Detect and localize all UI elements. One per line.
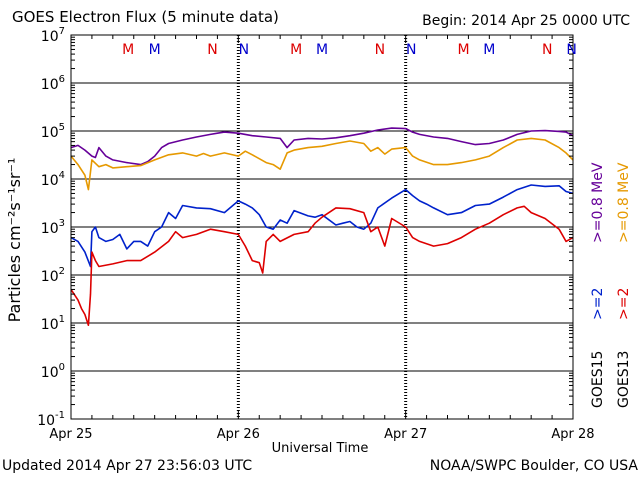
y-tick-label: 102: [41, 266, 65, 285]
series-line: [70, 137, 574, 191]
decade-gridlines: [71, 82, 573, 372]
legend-entry: >=0.8 MeV: [590, 162, 606, 243]
x-tick-label: Apr 25: [49, 427, 92, 442]
local-time-marker: N: [375, 42, 385, 58]
series-line: [70, 184, 574, 268]
x-tick-labels: Apr 25 Apr 26 Apr 27 Apr 28: [49, 427, 594, 442]
local-time-marker: M: [290, 42, 302, 58]
series-lines: [70, 127, 574, 326]
legend-entry: >=0.8 MeV: [616, 162, 632, 243]
y-tick-label: 101: [41, 314, 65, 333]
local-time-marker: N: [207, 42, 217, 58]
plot-frame: [70, 34, 574, 420]
local-time-marker: M: [483, 42, 495, 58]
legend-entry: GOES13: [616, 351, 632, 408]
chart-title: GOES Electron Flux (5 minute data): [12, 8, 279, 26]
y-tick-label: 10-1: [37, 410, 65, 429]
plot-border: [70, 34, 574, 420]
series-line: [70, 127, 574, 166]
local-time-marker: N: [566, 42, 576, 58]
local-time-marker: M: [122, 42, 134, 58]
y-tick-label: 105: [41, 122, 65, 141]
local-time-marker: N: [542, 42, 552, 58]
y-tick-label: 103: [41, 218, 65, 237]
y-tick-labels: 107 106 105 104 103 102 101 100 10-1: [37, 26, 65, 429]
credit-text: NOAA/SWPC Boulder, CO USA: [429, 458, 638, 474]
x-axis-title: Universal Time: [271, 441, 369, 456]
y-tick-label: 104: [41, 170, 65, 189]
legend-entry: >=2: [616, 288, 632, 320]
local-time-marker: N: [239, 42, 249, 58]
local-time-marker: M: [316, 42, 328, 58]
local-time-marker: M: [149, 42, 161, 58]
legend-entry: >=2: [590, 288, 606, 320]
local-time-marker: M: [457, 42, 469, 58]
y-tick-label: 107: [41, 26, 65, 45]
local-time-marker: N: [406, 42, 416, 58]
x-tick-label: Apr 28: [551, 427, 594, 442]
y-axis-title: Particles cm⁻²s⁻¹sr⁻¹: [5, 158, 24, 323]
y-tick-label: 100: [41, 362, 65, 381]
updated-timestamp: Updated 2014 Apr 27 23:56:03 UTC: [2, 458, 253, 474]
series-line: [70, 205, 574, 326]
y-axis-label: Particles cm⁻²s⁻¹sr⁻¹: [5, 158, 24, 323]
legend-entry: GOES15: [590, 351, 606, 408]
x-tick-label: Apr 26: [217, 427, 260, 442]
begin-time: Begin: 2014 Apr 25 0000 UTC: [422, 13, 630, 29]
x-tick-label: Apr 27: [384, 427, 427, 442]
legend: GOES15 >=2 >=0.8 MeV GOES13 >=2 >=0.8 MeV: [590, 162, 632, 408]
y-tick-label: 106: [41, 74, 65, 93]
